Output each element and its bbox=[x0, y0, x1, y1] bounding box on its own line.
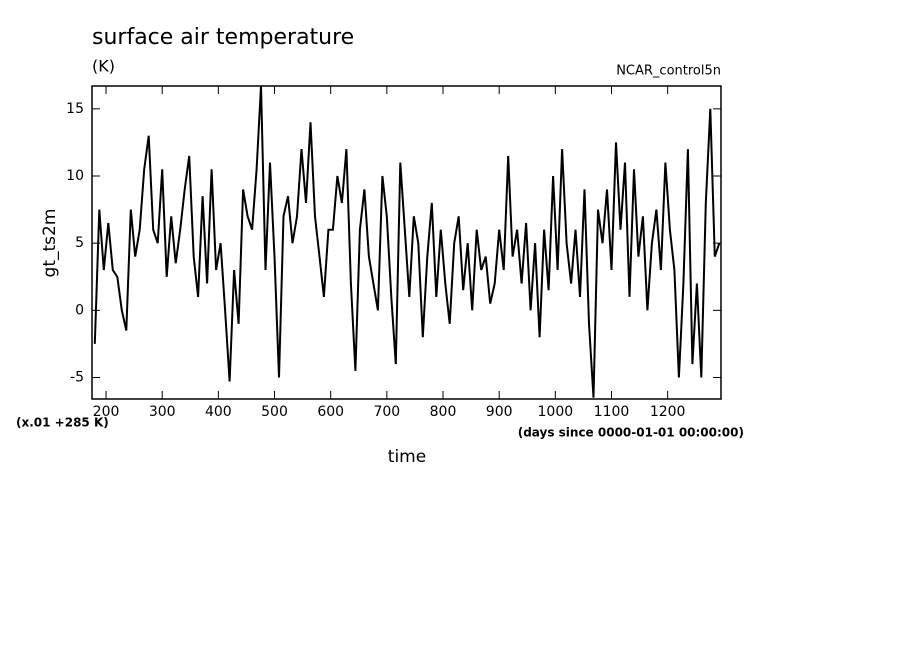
x-unit-note: (days since 0000-01-01 00:00:00) bbox=[518, 426, 744, 440]
x-tick-label: 1100 bbox=[594, 404, 630, 420]
x-axis-label: time bbox=[388, 447, 426, 467]
x-tick-label: 600 bbox=[317, 404, 344, 420]
y-tick-label: 10 bbox=[66, 168, 84, 184]
x-tick-label: 1200 bbox=[650, 404, 686, 420]
x-tick-label: 800 bbox=[430, 404, 457, 420]
series-line bbox=[93, 86, 721, 398]
y-axis-label: gt_ts2m bbox=[40, 209, 60, 278]
chart-title: surface air temperature bbox=[92, 25, 354, 50]
y-unit-note: (x.01 +285 K) bbox=[16, 416, 109, 430]
y-tick-label: -5 bbox=[70, 370, 84, 386]
y-tick-label: 5 bbox=[75, 235, 84, 251]
x-tick-label: 700 bbox=[373, 404, 400, 420]
x-tick-label: 500 bbox=[261, 404, 288, 420]
chart-subtitle: (K) bbox=[92, 57, 115, 76]
x-tick-label: 200 bbox=[93, 404, 120, 420]
plot-frame bbox=[91, 85, 722, 400]
x-tick-label: 300 bbox=[149, 404, 176, 420]
x-tick-label: 400 bbox=[205, 404, 232, 420]
y-tick-label: 0 bbox=[75, 302, 84, 318]
x-tick-label: 900 bbox=[486, 404, 513, 420]
run-label: NCAR_control5n bbox=[616, 64, 721, 79]
y-tick-label: 15 bbox=[66, 101, 84, 117]
x-tick-label: 1000 bbox=[538, 404, 574, 420]
